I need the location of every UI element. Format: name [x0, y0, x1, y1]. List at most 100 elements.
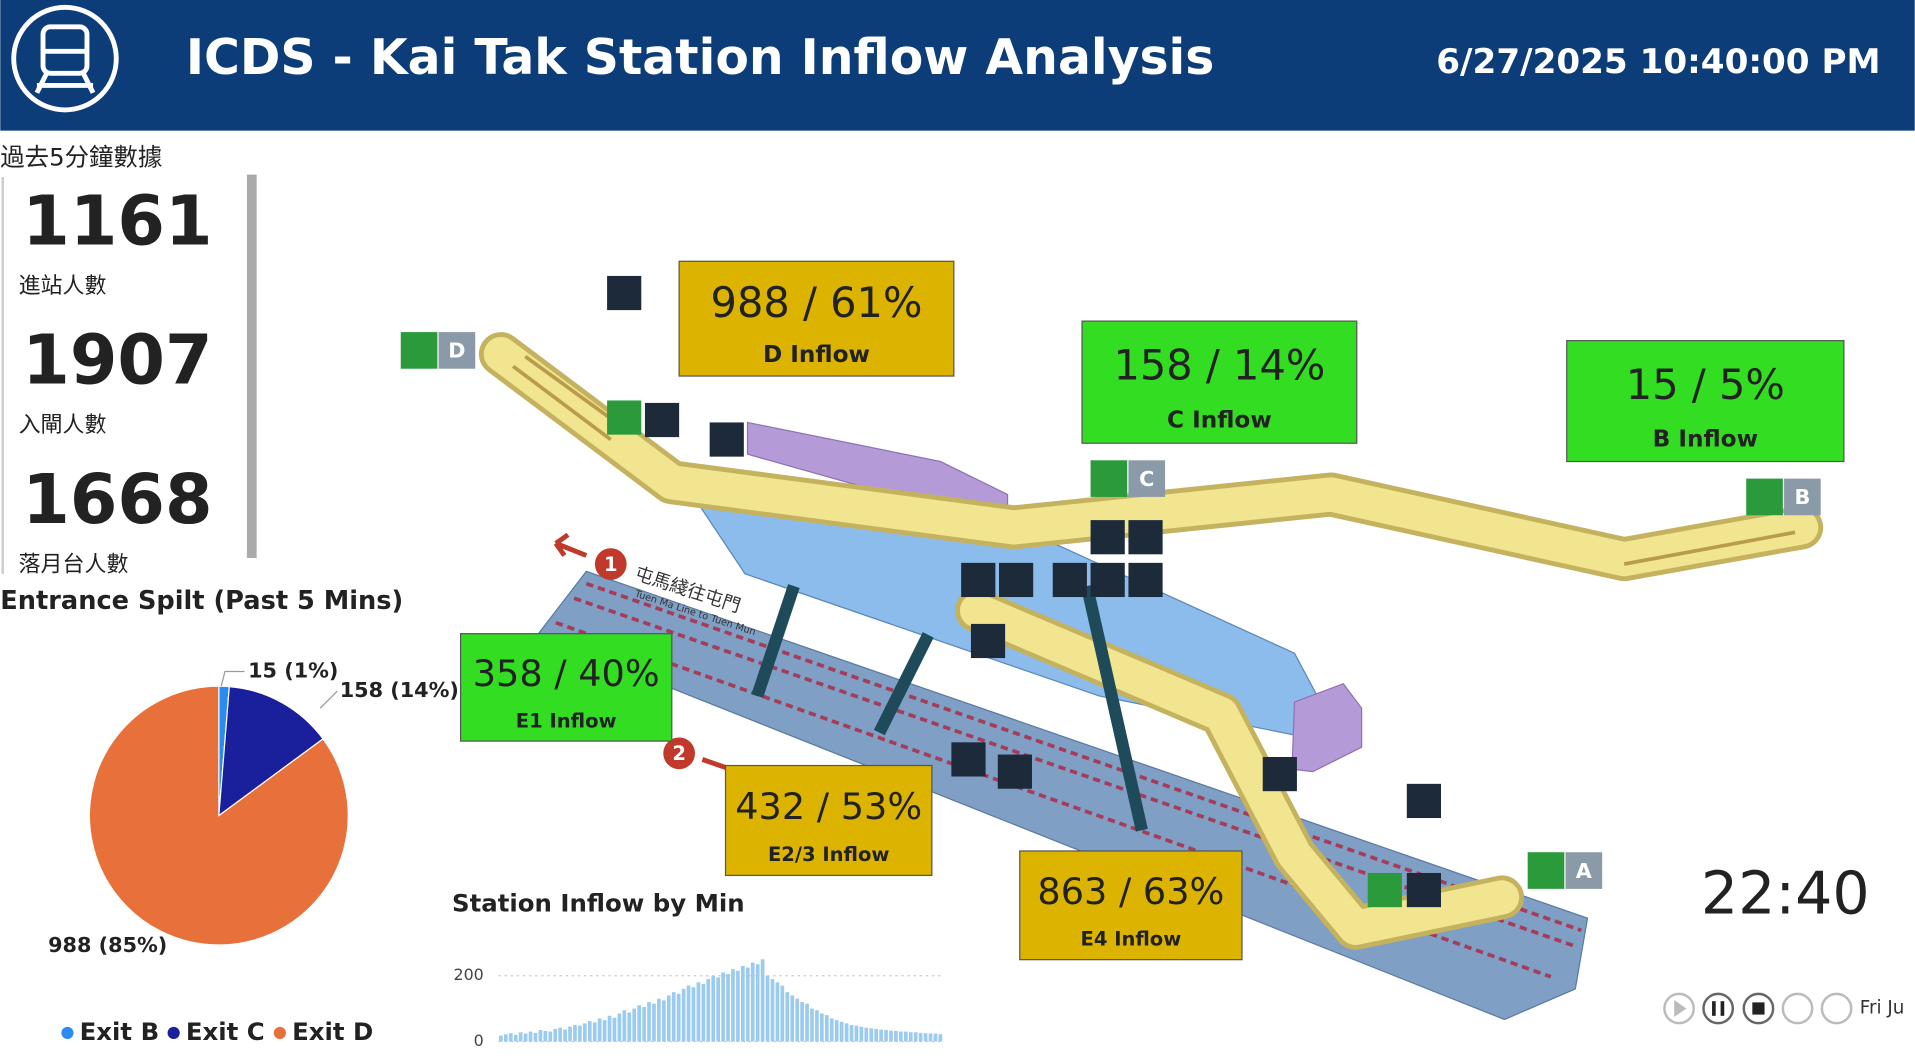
- bar: [622, 1010, 627, 1042]
- inflow-label: D Inflow: [763, 341, 870, 368]
- kpi-label: 入閘人數: [19, 413, 107, 438]
- bar: [652, 1003, 656, 1042]
- bar: [602, 1020, 607, 1042]
- bar: [592, 1022, 597, 1042]
- bar: [568, 1026, 572, 1042]
- bar: [844, 1023, 849, 1042]
- exit-signs: [400, 332, 1821, 908]
- bar: [661, 1000, 666, 1042]
- bar: [558, 1027, 563, 1042]
- bar: [760, 959, 765, 1042]
- bar: [548, 1031, 553, 1042]
- legend-label: Exit B: [80, 1017, 160, 1046]
- bar: [666, 995, 671, 1042]
- kpi-scrollbar: [246, 174, 257, 558]
- pie-label: 15 (1%): [248, 659, 338, 683]
- bar: [711, 975, 716, 1042]
- leader-line: [319, 690, 338, 709]
- bar: [523, 1033, 528, 1042]
- escalators: [751, 584, 1148, 832]
- bar: [513, 1034, 518, 1042]
- bar: [780, 985, 785, 1042]
- bar: [726, 974, 730, 1042]
- platform-marker: 2: [672, 742, 686, 765]
- leader-line: [220, 670, 245, 687]
- bar: [731, 969, 735, 1042]
- bar: [795, 998, 800, 1042]
- bar: [736, 970, 740, 1042]
- platform-marker: 1: [604, 553, 618, 576]
- bar: [607, 1015, 612, 1042]
- pie-title: Entrance Spilt (Past 5 Mins): [0, 586, 403, 616]
- kpi-label: 進站人數: [19, 274, 107, 299]
- bar: [834, 1020, 839, 1042]
- bar: [824, 1015, 829, 1042]
- bar: [499, 1035, 503, 1042]
- exit-letter: D: [448, 339, 465, 363]
- bar: [671, 992, 676, 1042]
- bar: [612, 1017, 617, 1042]
- stairs: [511, 355, 1796, 566]
- bar: [829, 1018, 834, 1042]
- bar: [716, 977, 721, 1042]
- bar: [913, 1032, 918, 1042]
- bar: [543, 1030, 548, 1042]
- bar: [889, 1030, 893, 1042]
- bar: [617, 1013, 622, 1042]
- kpi-value: 1668: [22, 461, 212, 540]
- kpi-value: 1161: [22, 182, 212, 261]
- inflow-box: [724, 764, 933, 877]
- player-controls[interactable]: [1663, 992, 1853, 1025]
- bar: [770, 979, 775, 1042]
- datetime: 6/27/2025 10:40:00 PM: [1436, 42, 1880, 82]
- inflow-box: [1019, 850, 1243, 961]
- bar: [597, 1018, 602, 1042]
- bar: [553, 1028, 558, 1042]
- bar: [938, 1034, 943, 1042]
- bar: [908, 1032, 913, 1042]
- bar: [869, 1028, 874, 1042]
- inflow-value: 358 / 40%: [473, 652, 660, 695]
- legend-dot: [61, 1026, 74, 1040]
- platform-marker-bg: [663, 737, 695, 770]
- legend-dot: [273, 1026, 286, 1040]
- bar: [815, 1010, 819, 1042]
- bar: [800, 1002, 804, 1042]
- bar: [533, 1032, 538, 1042]
- inflow-box: [459, 633, 673, 742]
- inflow-value: 158 / 14%: [1113, 341, 1325, 390]
- direction-arrow: [553, 532, 588, 558]
- bar: [785, 992, 790, 1042]
- bar: [563, 1029, 567, 1042]
- bar: [642, 1006, 646, 1042]
- bar: [805, 1003, 809, 1042]
- bar: [632, 1008, 637, 1042]
- inflow-label: C Inflow: [1167, 407, 1272, 434]
- bar: [681, 988, 686, 1042]
- concourse: [478, 332, 1824, 950]
- page-title: ICDS - Kai Tak Station Inflow Analysis: [186, 29, 1214, 86]
- bar: [839, 1021, 844, 1042]
- bar: [518, 1032, 523, 1042]
- bar: [696, 982, 701, 1042]
- bar: [740, 965, 745, 1042]
- bar: [879, 1029, 883, 1042]
- kpi-value: 1907: [22, 322, 212, 401]
- bar: [701, 983, 706, 1042]
- bar: [706, 979, 711, 1042]
- bar: [933, 1033, 938, 1042]
- y-tick-label: 0: [474, 1031, 484, 1050]
- inflow-value: 863 / 63%: [1037, 870, 1224, 913]
- bar: [587, 1021, 592, 1042]
- bar: [582, 1023, 587, 1042]
- inflow-value: 15 / 5%: [1626, 360, 1785, 409]
- pie-slice: [218, 685, 324, 817]
- bar: [503, 1034, 508, 1042]
- inflow-label: E2/3 Inflow: [768, 843, 889, 866]
- bar: [859, 1026, 864, 1042]
- bar: [528, 1031, 533, 1042]
- bar: [721, 972, 725, 1042]
- clock: 22:40: [1701, 860, 1870, 928]
- inflow-value: 988 / 61%: [711, 278, 923, 327]
